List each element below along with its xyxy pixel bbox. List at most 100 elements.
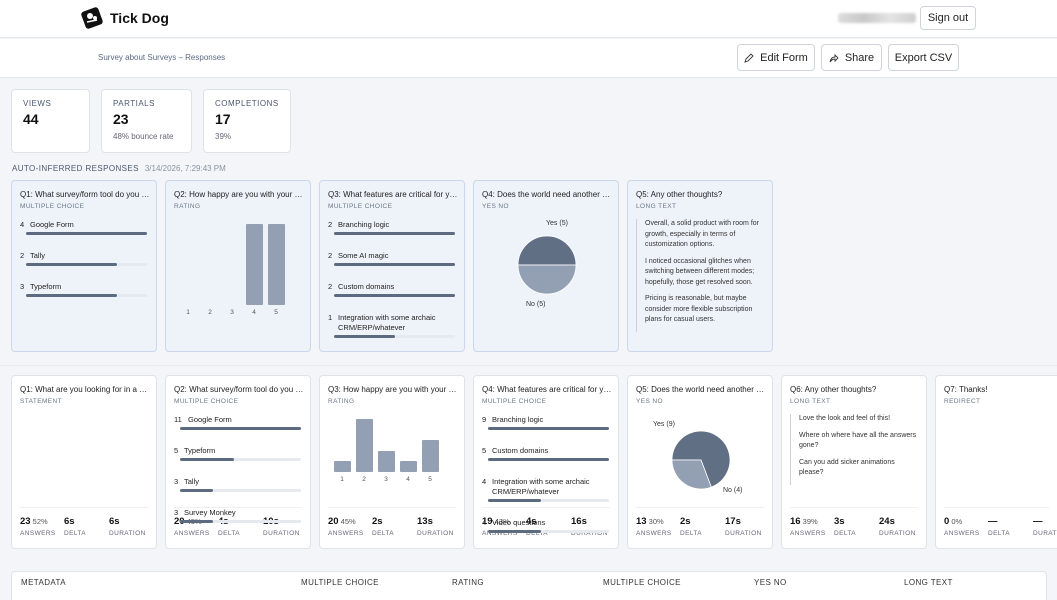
delta-label: DELTA [834, 530, 856, 537]
responses-table-header: METADATA MULTIPLE CHOICE RATING MULTIPLE… [11, 571, 1047, 600]
option-bar-fill [488, 530, 542, 533]
question-kind: MULTIPLE CHOICE [20, 203, 85, 210]
option-bar-fill [180, 427, 301, 430]
answers-label: ANSWERS [20, 530, 56, 537]
partials-label: PARTIALS [113, 99, 155, 108]
views-stat: VIEWS 44 [11, 89, 90, 153]
footer-divider [790, 507, 918, 508]
delta-value: — [988, 516, 998, 527]
q7-card[interactable]: Q7: Thanks! REDIRECT 0 0% ANSWERS — DELTA — D… [935, 375, 1057, 549]
card-footer: 23 52% ANSWERS 6s DELTA 6s DURATION [20, 516, 150, 540]
option-bar-fill [488, 458, 609, 461]
delta-value: 2s [372, 516, 383, 527]
option-row: 5 Typeform [174, 446, 302, 456]
q5-card[interactable]: Q5: Does the world need another form too… [627, 375, 773, 549]
duration-stat: 6s DURATION [109, 516, 146, 537]
option-count: 2 [328, 282, 333, 291]
question-title: Q3: What features are critical for you? [328, 190, 458, 199]
option-row: 2 Custom domains [328, 282, 456, 292]
edit-form-button[interactable]: Edit Form [737, 44, 815, 71]
views-label: VIEWS [23, 99, 52, 108]
share-button[interactable]: Share [821, 44, 882, 71]
auto-inferred-title: AUTO-INFERRED RESPONSES 3/14/2026, 7:29:4… [12, 164, 226, 173]
answers-percent: 0% [949, 517, 963, 526]
option-bar [180, 458, 301, 461]
tick-dog-logo-icon[interactable] [80, 6, 104, 30]
option-bar [180, 427, 301, 430]
pie-slice-yes [517, 235, 577, 266]
option-bar [488, 530, 609, 533]
auto-q3-card[interactable]: Q3: What features are critical for you? … [319, 180, 465, 352]
rating-tick-label: 4 [406, 476, 410, 483]
text-response: Can you add sicker animations please? [799, 458, 895, 477]
rating-tick-label: 3 [230, 309, 234, 316]
duration-stat: 13s DURATION [417, 516, 454, 537]
option-bar-fill [26, 263, 117, 266]
sign-out-button[interactable]: Sign out [920, 6, 976, 30]
q1-card[interactable]: Q1: What are you looking for in a survey… [11, 375, 157, 549]
option-count: 5 [174, 446, 179, 455]
delta-value: 2s [680, 516, 691, 527]
column-header[interactable]: MULTIPLE CHOICE [603, 578, 681, 587]
q3-card[interactable]: Q3: How happy are you with your current … [319, 375, 465, 549]
q6-card[interactable]: Q6: Any other thoughts? LONG TEXT Love t… [781, 375, 927, 549]
option-bar-fill [334, 232, 455, 235]
rating-bar [268, 224, 285, 305]
card-footer: 20 45% ANSWERS 2s DELTA 13s DURATION [328, 516, 458, 540]
option-bar [180, 520, 301, 523]
question-title: Q2: What survey/form tool do you use? [174, 385, 304, 394]
partials-value: 23 [113, 111, 129, 127]
option-label: Some AI magic [338, 251, 389, 260]
question-kind: RATING [328, 398, 355, 405]
column-header[interactable]: YES NO [754, 578, 787, 587]
auto-q4-card[interactable]: Q4: Does the world need another form too… [473, 180, 619, 352]
option-bar [334, 335, 455, 338]
duration-value: 24s [879, 516, 895, 527]
views-value: 44 [23, 111, 39, 127]
option-label: Integration with some archaic CRM/ERP/wh… [492, 477, 590, 496]
column-header[interactable]: MULTIPLE CHOICE [301, 578, 379, 587]
question-kind: LONG TEXT [636, 203, 677, 210]
option-count: 4 [482, 518, 487, 527]
auto-q2-card[interactable]: Q2: How happy are you with your current … [165, 180, 311, 352]
auto-q1-card[interactable]: Q1: What survey/form tool do you use? MU… [11, 180, 157, 352]
column-header[interactable]: RATING [452, 578, 485, 587]
option-row: 2 Branching logic [328, 220, 456, 230]
footer-divider [636, 507, 764, 508]
column-header[interactable]: LONG TEXT [904, 578, 953, 587]
question-kind: LONG TEXT [790, 398, 831, 405]
duration-label: DURATION [725, 530, 762, 537]
duration-stat: — DURATION [1033, 516, 1057, 537]
q2-card[interactable]: Q2: What survey/form tool do you use? MU… [165, 375, 311, 549]
export-csv-button[interactable]: Export CSV [888, 44, 959, 71]
text-response: Where oh where have all the answers gone… [799, 431, 917, 450]
answers-stat: 16 39% ANSWERS [790, 516, 826, 537]
option-count: 3 [174, 477, 179, 486]
delta-stat: 3s DELTA [834, 516, 856, 537]
answers-value: 23 52% [20, 516, 48, 527]
duration-value: 13s [417, 516, 433, 527]
footer-divider [482, 507, 610, 508]
duration-label: DURATION [1033, 530, 1057, 537]
delta-value: 6s [64, 516, 75, 527]
q4-card[interactable]: Q4: What features are critical for you? … [473, 375, 619, 549]
answers-value: 16 39% [790, 516, 818, 527]
completion-rate: 39% [215, 132, 232, 141]
auto-q5-card[interactable]: Q5: Any other thoughts? LONG TEXT Overal… [627, 180, 773, 352]
option-row: 5 Custom domains [482, 446, 610, 456]
section-title: AUTO-INFERRED RESPONSES [12, 164, 139, 173]
option-label: Branching logic [338, 220, 390, 229]
column-header[interactable]: METADATA [21, 578, 66, 587]
option-bar [334, 263, 455, 266]
option-count: 1 [328, 313, 333, 322]
delta-stat: 2s DELTA [372, 516, 394, 537]
option-bar-fill [334, 263, 455, 266]
duration-label: DURATION [417, 530, 454, 537]
option-bar-fill [180, 520, 213, 523]
question-title: Q5: Does the world need another form too… [636, 385, 766, 394]
option-label: Video questions [492, 518, 546, 527]
answers-stat: 20 45% ANSWERS [328, 516, 364, 537]
breadcrumb[interactable]: Survey about Surveys – Responses [98, 53, 226, 62]
answers-label: ANSWERS [174, 530, 210, 537]
text-responses: Overall, a solid product with room for g… [636, 219, 764, 332]
